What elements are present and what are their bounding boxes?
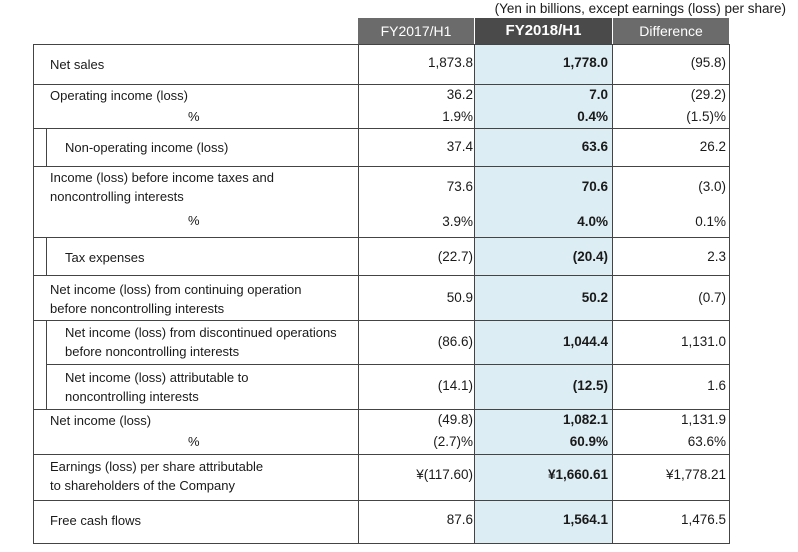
row-label: Net sales	[50, 57, 105, 72]
row-label: Tax expenses	[65, 250, 145, 265]
cell-difference: (3.0)	[698, 179, 726, 194]
cell-fy2018-percent: 4.0%	[577, 214, 608, 229]
cell-difference: 26.2	[699, 139, 726, 154]
cell-fy2018: 63.6	[581, 139, 608, 154]
cell-fy2017-percent: 1.9%	[442, 109, 473, 124]
cell-fy2017-percent: 3.9%	[442, 214, 473, 229]
row-label: Free cash flows	[50, 513, 142, 528]
cell-fy2017: (49.8)	[437, 412, 473, 427]
header-fy2017: FY2017/H1	[358, 18, 474, 44]
highlight-column	[475, 44, 612, 544]
row-label-line2: before noncontrolling interests	[65, 344, 240, 359]
cell-fy2017: (22.7)	[437, 249, 473, 264]
cell-fy2017: ¥(117.60)	[416, 467, 473, 482]
percent-label: %	[188, 434, 200, 449]
cell-fy2018: 1,044.4	[562, 334, 608, 349]
cell-fy2018: 1,564.1	[562, 512, 608, 527]
cell-fy2017: 37.4	[446, 139, 473, 154]
cell-fy2017: (14.1)	[437, 378, 473, 393]
percent-label: %	[188, 109, 200, 124]
cell-difference: 2.3	[707, 249, 726, 264]
row-label-line2: to shareholders of the Company	[50, 478, 235, 493]
cell-fy2017-percent: (2.7)%	[433, 434, 473, 449]
row-label: Operating income (loss)	[50, 88, 188, 103]
header-fy2018: FY2018/H1	[475, 18, 612, 44]
row-label: Earnings (loss) per share attributable	[50, 459, 264, 474]
cell-fy2018: (12.5)	[572, 378, 608, 393]
cell-difference: 1,131.0	[680, 334, 726, 349]
cell-fy2018: 50.2	[581, 290, 608, 305]
row-label: Net income (loss) attributable to	[65, 370, 249, 385]
cell-difference: 1,131.9	[680, 412, 726, 427]
cell-difference: (29.2)	[690, 87, 726, 102]
cell-fy2018: (20.4)	[572, 249, 608, 264]
cell-fy2018: 70.6	[581, 179, 608, 194]
header-difference: Difference	[613, 18, 729, 44]
cell-fy2018: ¥1,660.61	[547, 467, 608, 482]
cell-fy2017: (86.6)	[437, 334, 473, 349]
row-label: Net income (loss) from discontinued oper…	[65, 325, 337, 340]
cell-fy2018: 7.0	[589, 87, 608, 102]
cell-fy2017: 73.6	[446, 179, 473, 194]
cell-fy2018: 1,082.1	[562, 412, 608, 427]
cell-fy2018: 1,778.0	[562, 55, 608, 70]
cell-difference-percent: 63.6%	[687, 434, 726, 449]
cell-fy2017: 36.2	[446, 87, 473, 102]
cell-difference: (0.7)	[698, 290, 726, 305]
cell-difference: (95.8)	[690, 55, 726, 70]
row-label: Non-operating income (loss)	[65, 140, 229, 155]
row-label-line2: noncontrolling interests	[65, 389, 199, 404]
row-label: Net income (loss)	[50, 413, 152, 428]
row-label-line2: before noncontrolling interests	[50, 301, 225, 316]
unit-note: (Yen in billions, except earnings (loss)…	[494, 1, 786, 16]
cell-difference: 1,476.5	[680, 512, 726, 527]
percent-label: %	[188, 213, 200, 228]
cell-fy2017: 50.9	[446, 290, 473, 305]
row-label: Net income (loss) from continuing operat…	[50, 282, 302, 297]
cell-fy2017: 1,873.8	[427, 55, 473, 70]
cell-difference: 1.6	[707, 378, 726, 393]
cell-difference-percent: 0.1%	[695, 214, 726, 229]
row-label: Income (loss) before income taxes and	[50, 170, 274, 185]
cell-fy2017: 87.6	[446, 512, 473, 527]
row-label-line2: noncontrolling interests	[50, 189, 184, 204]
cell-fy2018-percent: 60.9%	[569, 434, 608, 449]
cell-difference: ¥1,778.21	[665, 467, 726, 482]
cell-fy2018-percent: 0.4%	[577, 109, 608, 124]
cell-difference-percent: (1.5)%	[686, 109, 726, 124]
